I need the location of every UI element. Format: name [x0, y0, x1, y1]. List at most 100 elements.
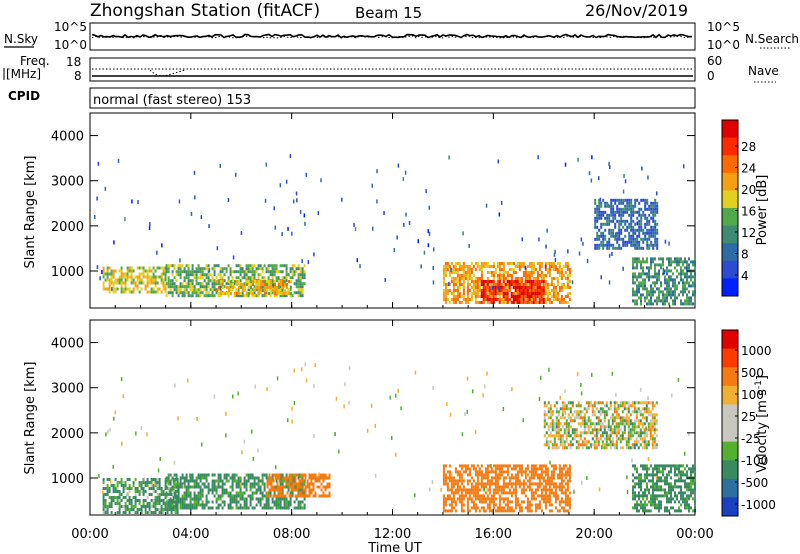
- heatmap-cell: [602, 234, 605, 238]
- heatmap-cell: [655, 446, 658, 450]
- heatmap-cell: [140, 481, 143, 484]
- heatmap-cell: [524, 473, 527, 477]
- heatmap-cell: [552, 473, 555, 477]
- heatmap-cell: [112, 287, 115, 291]
- heatmap-cell: [299, 503, 302, 507]
- heatmap-cell: [627, 437, 630, 441]
- heatmap-cell: [450, 503, 453, 507]
- heatmap-cell: [694, 293, 696, 297]
- heatmap-cell: [483, 487, 486, 492]
- heatmap-cell: [140, 511, 143, 514]
- heatmap-cell: [551, 411, 554, 416]
- heatmap-cell: [644, 237, 647, 241]
- heatmap-cell: [233, 479, 236, 483]
- heatmap-cell: [227, 276, 230, 280]
- heatmap-cell: [286, 482, 289, 486]
- heatmap-cell: [542, 488, 545, 492]
- heatmap-cell: [132, 508, 135, 511]
- heatmap-cell: [104, 186, 107, 191]
- heatmap-cell: [177, 291, 180, 295]
- heatmap-cell: [474, 277, 477, 280]
- heatmap-cell: [207, 488, 210, 492]
- heatmap-cell: [486, 289, 489, 292]
- heatmap-cell: [231, 476, 234, 480]
- heatmap-cell: [468, 494, 471, 498]
- heatmap-cell: [265, 497, 268, 501]
- heatmap-cell: [602, 246, 605, 250]
- heatmap-cell: [223, 473, 226, 477]
- heatmap-cell: [492, 271, 495, 274]
- heatmap-cell: [102, 493, 105, 496]
- heatmap-cell: [650, 240, 653, 244]
- heatmap-cell: [164, 272, 167, 276]
- heatmap-cell: [456, 274, 459, 277]
- heatmap-cell: [446, 298, 449, 301]
- heatmap-cell: [652, 473, 654, 477]
- heatmap-cell: [650, 284, 652, 288]
- heatmap-cell: [285, 500, 288, 504]
- heatmap-cell: [617, 437, 620, 441]
- heatmap-cell: [181, 476, 184, 480]
- heatmap-cell: [591, 428, 594, 432]
- heatmap-cell: [656, 201, 659, 205]
- heatmap-cell: [636, 503, 638, 507]
- heatmap-cell: [273, 206, 275, 211]
- heatmap-cell: [154, 481, 157, 484]
- heatmap-cell: [134, 478, 137, 481]
- heatmap-cell: [444, 301, 447, 304]
- heatmap-cell: [261, 482, 264, 486]
- heatmap-cell: [301, 270, 304, 274]
- heatmap-cell: [542, 485, 545, 489]
- heatmap-cell: [498, 473, 501, 477]
- heatmap-cell: [456, 295, 459, 298]
- power-ylabel: Slant Range [km]: [23, 156, 38, 269]
- heatmap-cell: [644, 509, 646, 513]
- heatmap-cell: [641, 446, 644, 450]
- heatmap-cell: [566, 283, 569, 286]
- heatmap-cell: [596, 207, 599, 211]
- heatmap-cell: [631, 446, 634, 450]
- heatmap-cell: [554, 488, 557, 492]
- heatmap-cell: [550, 488, 553, 492]
- heatmap-cell: [534, 503, 537, 507]
- heatmap-cell: [290, 488, 293, 492]
- heatmap-cell: [300, 491, 303, 495]
- heatmap-cell: [652, 207, 655, 211]
- heatmap-cell: [185, 291, 188, 295]
- heatmap-cell: [694, 485, 696, 489]
- heatmap-cell: [680, 491, 682, 495]
- heatmap-cell: [520, 482, 523, 486]
- heatmap-cell: [474, 497, 477, 501]
- heatmap-cell: [152, 499, 155, 502]
- heatmap-cell: [108, 487, 111, 490]
- heatmap-cell: [564, 494, 567, 498]
- heatmap-cell: [478, 265, 481, 268]
- heatmap-cell: [297, 503, 300, 507]
- heatmap-cell: [544, 301, 547, 304]
- heatmap-cell: [644, 467, 646, 471]
- heatmap-cell: [235, 491, 238, 495]
- heatmap-cell: [546, 283, 549, 286]
- heatmap-cell: [177, 482, 180, 486]
- heatmap-cell: [528, 280, 531, 283]
- heatmap-cell: [656, 503, 658, 507]
- heatmap-cell: [118, 511, 121, 514]
- heatmap-cell: [645, 431, 648, 435]
- heatmap-cell: [575, 416, 578, 420]
- heatmap-cell: [247, 294, 250, 298]
- heatmap-cell: [613, 428, 616, 432]
- heatmap-cell: [114, 290, 117, 294]
- heatmap-cell: [301, 485, 304, 489]
- heatmap-cell: [470, 500, 473, 504]
- heatmap-cell: [446, 268, 449, 271]
- heatmap-cell: [231, 500, 234, 504]
- heatmap-cell: [490, 509, 493, 513]
- heatmap-cell: [328, 491, 331, 495]
- heatmap-cell: [566, 479, 569, 483]
- heatmap-cell: [169, 288, 172, 292]
- heatmap-cell: [271, 270, 274, 274]
- heatmap-cell: [480, 479, 483, 483]
- heatmap-cell: [181, 282, 184, 286]
- heatmap-cell: [670, 470, 672, 474]
- heatmap-cell: [167, 473, 170, 477]
